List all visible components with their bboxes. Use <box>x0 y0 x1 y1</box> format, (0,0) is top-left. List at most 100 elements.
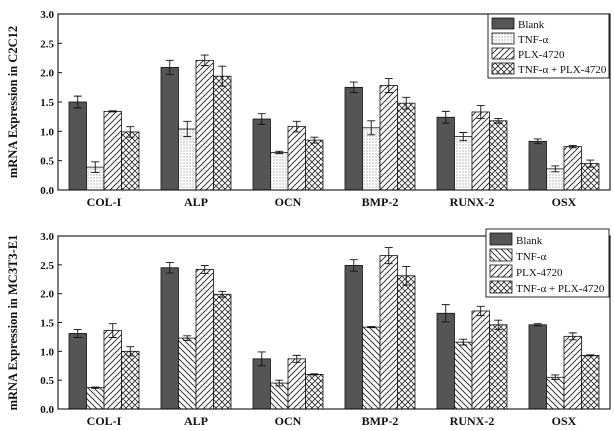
error-bar <box>568 332 577 341</box>
y-tick-label: 2.0 <box>40 289 54 301</box>
legend-swatch <box>489 280 513 294</box>
bar-runx-2-3 <box>489 324 508 410</box>
bar-bmp-2-0 <box>344 265 363 410</box>
bar-alp-1 <box>178 337 197 410</box>
error-bar <box>367 120 376 136</box>
legend-swatch <box>491 47 515 60</box>
error-bar <box>349 259 358 272</box>
bar-ocn-2 <box>287 126 306 191</box>
bar-ocn-3 <box>305 373 324 410</box>
bar-osx-0 <box>528 140 547 191</box>
error-bar <box>218 290 227 298</box>
error-bar <box>126 126 135 138</box>
legend-swatch <box>491 32 515 45</box>
bar-ocn-1 <box>270 382 289 410</box>
legend-swatch <box>491 62 515 75</box>
error-bar <box>292 354 301 363</box>
error-bar <box>494 117 503 124</box>
error-bar <box>533 138 542 145</box>
bar-col-i-0 <box>68 333 87 410</box>
y-tick-label: 1.5 <box>40 97 54 109</box>
x-tick-label: ALP <box>184 414 208 428</box>
error-bar <box>165 59 174 75</box>
x-tick-label: COL-I <box>87 195 122 209</box>
bar-runx-2-0 <box>436 116 455 191</box>
bar-alp-0 <box>160 267 179 410</box>
legend-entry: PLX-4720 <box>516 267 563 279</box>
x-tick-label: BMP-2 <box>362 414 399 428</box>
error-bar <box>494 319 503 330</box>
bar-alp-1 <box>178 128 197 191</box>
error-bar <box>476 305 485 317</box>
legend-swatch <box>489 264 513 278</box>
y-tick-label: 3.0 <box>40 231 54 243</box>
error-bar <box>165 262 174 274</box>
bar-alp-3 <box>213 75 232 191</box>
y-tick-label: 0.5 <box>40 156 54 168</box>
y-tick-label: 3.0 <box>40 9 54 21</box>
bar-alp-2 <box>195 59 214 191</box>
error-bar <box>402 266 411 286</box>
bar-col-i-0 <box>68 101 87 191</box>
bar-ocn-1 <box>270 152 289 191</box>
bar-osx-1 <box>546 376 565 410</box>
bar-runx-2-2 <box>471 310 490 410</box>
bar-ocn-0 <box>252 358 271 410</box>
bar-osx-0 <box>528 324 547 410</box>
error-bar <box>183 120 192 138</box>
bar-alp-0 <box>160 66 179 191</box>
error-bar <box>275 150 284 155</box>
c2c12-chart: 0.0 0.5 1.0 1.5 2.0 2.5 3.0 COL-I ALP OCN BMP-2 RUN… <box>6 9 611 209</box>
x-tick-label: ALP <box>184 195 208 209</box>
legend-entry: TNF-α + PLX-4720 <box>516 283 605 295</box>
bar-col-i-2 <box>103 330 122 410</box>
bar-bmp-2-3 <box>397 275 416 410</box>
legend-entry: PLX-4720 <box>518 49 565 61</box>
error-bar <box>292 120 301 133</box>
error-bar <box>367 326 376 329</box>
bar-runx-2-1 <box>454 341 473 410</box>
error-bar <box>384 247 393 265</box>
y-tick-label: 2.5 <box>40 38 54 50</box>
bar-bmp-2-3 <box>397 102 416 191</box>
error-bar <box>257 113 266 125</box>
error-bar <box>126 346 135 357</box>
error-bar <box>257 351 266 367</box>
y-tick-label: 1.5 <box>40 318 54 330</box>
bar-ocn-3 <box>305 139 324 191</box>
error-bar <box>476 105 485 119</box>
x-tick-label: COL-I <box>87 414 122 428</box>
legend-entry: TNF-α <box>516 251 546 263</box>
y-tick-label: 0.5 <box>40 375 54 387</box>
error-bar <box>459 132 468 142</box>
x-tick-label: OSX <box>552 414 577 428</box>
error-bar <box>586 159 595 168</box>
bar-bmp-2-1 <box>362 127 381 191</box>
error-bar <box>459 338 468 346</box>
bar-bmp-2-1 <box>362 326 381 410</box>
error-bar <box>275 379 284 387</box>
legend-entry: TNF-α <box>518 34 548 46</box>
error-bar <box>349 81 358 94</box>
x-tick-label: RUNX-2 <box>450 195 495 209</box>
bar-osx-2 <box>563 146 582 191</box>
bar-alp-2 <box>195 269 214 410</box>
bar-bmp-2-2 <box>379 85 398 191</box>
legend-entry: TNF-α + PLX-4720 <box>518 64 607 76</box>
mc3t3-e1-chart: 0.0 0.5 1.0 1.5 2.0 2.5 3.0 COL-I ALP OCN BMP-2 RUN… <box>6 228 611 428</box>
bar-col-i-3 <box>121 131 140 191</box>
error-bar <box>441 304 450 323</box>
error-bar <box>551 165 560 173</box>
bar-runx-2-2 <box>471 111 490 191</box>
error-bar <box>441 110 450 124</box>
bar-runx-2-1 <box>454 136 473 191</box>
y-tick-label: 1.0 <box>40 126 54 138</box>
error-bar <box>73 95 82 109</box>
error-bar <box>586 354 595 357</box>
bar-col-i-1 <box>86 387 105 410</box>
bar-runx-2-0 <box>436 312 455 410</box>
error-bar <box>310 136 319 144</box>
bar-col-i-3 <box>121 350 140 410</box>
error-bar <box>533 323 542 327</box>
